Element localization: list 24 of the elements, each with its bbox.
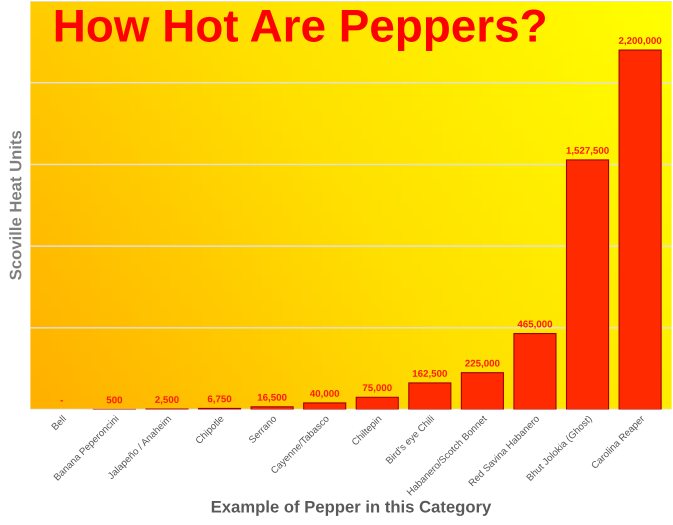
data-label: 465,000 [518,320,552,329]
bar [618,50,662,410]
data-label: 500 [106,396,122,404]
data-label: 40,000 [310,390,340,398]
bar [408,382,452,410]
data-label: 225,000 [465,360,500,368]
data-label: 1,527,500 [566,146,609,156]
bar [460,372,504,410]
data-label: - [60,400,64,402]
bar [356,396,399,410]
y-axis-title: Scoville Heat Units [9,130,22,280]
x-axis-title: Example of Pepper in this Category [212,500,492,516]
data-label: 162,500 [412,370,447,378]
chart-title: How Hot Are Peppers? [56,9,545,52]
data-label: 2,200,000 [618,37,662,46]
data-label: 2,500 [155,396,179,404]
data-label: 75,000 [362,384,392,393]
data-label: 6,750 [208,395,232,404]
x-tick-label: Bell [50,414,66,430]
bar [250,406,294,410]
bar [566,159,610,410]
bar [513,332,557,410]
bar [303,402,346,410]
data-label: 16,500 [258,394,287,402]
